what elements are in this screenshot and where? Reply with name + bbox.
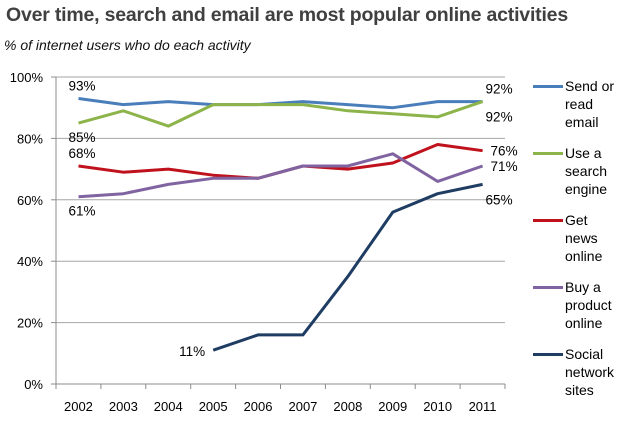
legend: Send or read email Use a search engine Get news… [533, 77, 620, 412]
legend-swatch [533, 219, 563, 222]
data-label: 61% [68, 204, 95, 219]
legend-label-line: Use a [565, 145, 602, 161]
legend-label-line: news [565, 230, 598, 246]
y-tick-label: 40% [17, 254, 43, 269]
y-tick-label: 60% [17, 193, 43, 208]
x-tick-label: 2004 [154, 399, 183, 414]
data-label: 92% [486, 82, 513, 97]
x-tick-label: 2007 [288, 399, 317, 414]
data-label: 68% [68, 146, 95, 161]
series-lines [78, 97, 484, 352]
data-label: 93% [68, 78, 95, 93]
legend-item: Buy a product online [533, 278, 620, 345]
legend-item: Get news online [533, 211, 620, 278]
x-tick-label: 2005 [199, 399, 228, 414]
legend-label-line: Social [565, 346, 604, 362]
y-tick-label: 20% [17, 316, 43, 331]
legend-item: Use a search engine [533, 144, 620, 211]
data-label: 65% [486, 192, 513, 207]
data-label: 85% [68, 130, 95, 145]
legend-swatch [533, 152, 563, 155]
legend-label-line: Get [565, 212, 588, 228]
legend-swatch [533, 286, 563, 289]
series-line-buy-a-product-online [78, 152, 484, 199]
legend-label-line: sites [565, 382, 594, 398]
legend-label-line: read [565, 96, 594, 112]
x-tick-label: 2003 [109, 399, 138, 414]
gridlines [56, 76, 505, 324]
y-axis-ticks: 0% 20% 40% 60% 80% 100% [10, 70, 44, 392]
x-tick-label: 2011 [469, 399, 497, 414]
legend-label-line: engine [565, 181, 608, 197]
legend-label-line: online [565, 248, 603, 264]
legend-label: Get news online [565, 211, 620, 265]
chart-subtitle: % of internet users who do each activity [4, 37, 251, 53]
legend-label: Social network sites [565, 345, 620, 399]
data-label: 76% [491, 144, 518, 159]
legend-label-line: Buy a [565, 279, 601, 295]
series-line-use-a-search-engine [78, 100, 484, 128]
x-tick-label: 2009 [378, 399, 407, 414]
series-line-social-network-sites [212, 182, 483, 352]
legend-swatch [533, 85, 563, 88]
axes [51, 76, 506, 389]
x-tick-label: 2002 [64, 399, 93, 414]
chart-title: Over time, search and email are most pop… [6, 4, 568, 26]
legend-swatch [533, 353, 563, 356]
y-tick-label: 0% [24, 377, 43, 392]
y-tick-label: 80% [17, 131, 43, 146]
x-tick-label: 2006 [244, 399, 273, 414]
legend-item: Send or read email [533, 77, 620, 144]
legend-label-line: product [565, 297, 612, 313]
x-tick-label: 2008 [333, 399, 362, 414]
legend-label-line: online [565, 315, 603, 331]
legend-label: Buy a product online [565, 278, 620, 332]
legend-label-line: network [565, 364, 615, 380]
data-label: 92% [486, 110, 513, 125]
legend-label-line: email [565, 114, 599, 130]
data-labels: 93% 85%68% 61% 11% 92% 92% 76%71% 65% [68, 78, 517, 359]
legend-label: Send or read email [565, 77, 620, 131]
x-axis-ticks: 2002 2003 2004 2005 2006 2007 2008 2009 2010 2011 [64, 399, 497, 414]
legend-label: Use a search engine [565, 144, 620, 198]
legend-item: Social network sites [533, 345, 620, 412]
data-label: 11% [179, 344, 205, 359]
legend-label-line: search [565, 163, 608, 179]
x-tick-label: 2010 [423, 399, 452, 414]
data-label: 71% [491, 159, 518, 174]
legend-label-line: Send or [565, 78, 615, 94]
y-tick-label: 100% [10, 70, 44, 85]
